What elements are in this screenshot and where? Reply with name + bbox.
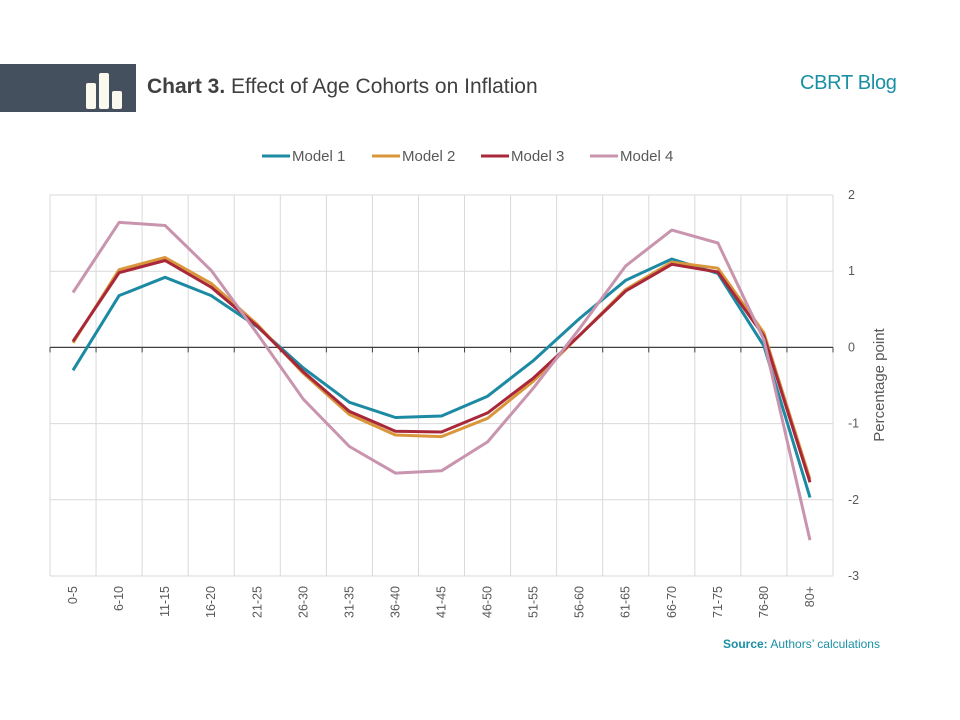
- legend-label-model-3: Model 3: [511, 148, 564, 165]
- x-tick-label: 16-20: [204, 586, 218, 618]
- x-tick-label: 26-30: [296, 586, 310, 618]
- legend: Model 1 Model 2 Model 3 Model 4: [262, 148, 673, 165]
- chart-title: Chart 3. Effect of Age Cohorts on Inflat…: [147, 75, 538, 99]
- legend-label-model-2: Model 2: [402, 148, 455, 165]
- x-tick-label: 31-35: [342, 586, 356, 618]
- legend-label-model-1: Model 1: [292, 148, 345, 165]
- source-label: Source:: [723, 637, 768, 651]
- y-tick-label: 1: [848, 264, 855, 278]
- bar-chart-icon: [84, 71, 126, 109]
- x-tick-label: 11-15: [158, 586, 172, 617]
- icon-bar: [112, 91, 122, 109]
- brand-label: CBRT Blog: [800, 72, 897, 94]
- series-line-model-1: [71, 257, 812, 498]
- legend-label-model-4: Model 4: [620, 148, 673, 165]
- x-tick-label: 21-25: [250, 586, 264, 618]
- x-tick-label: 76-80: [757, 586, 771, 618]
- x-tick-label: 0-5: [66, 586, 80, 604]
- x-tick-label: 46-50: [481, 586, 495, 618]
- chart-title-rest: Effect of Age Cohorts on Inflation: [225, 75, 538, 98]
- x-tick-label: 66-70: [665, 586, 679, 618]
- icon-bar: [99, 73, 109, 109]
- x-tick-labels: 0-5 6-10 11-15 16-20 21-25 26-30 31-35 36-40 41-…: [66, 586, 817, 618]
- y-tick-labels: 2 1 0 -1 -2 -3: [848, 188, 859, 583]
- y-tick-label: -2: [848, 493, 859, 507]
- x-tick-label: 61-65: [619, 586, 633, 618]
- x-tick-label: 6-10: [112, 586, 126, 611]
- source-note: Source: Authors’ calculations: [723, 637, 880, 651]
- grid: [49, 194, 834, 577]
- series-line-model-2: [71, 256, 812, 480]
- source-text: Authors’ calculations: [767, 637, 880, 651]
- y-tick-label: -1: [848, 417, 859, 431]
- x-tick-label: 51-55: [527, 586, 541, 618]
- icon-bar: [86, 83, 96, 109]
- series-group: [71, 220, 812, 541]
- y-tick-label: 2: [848, 188, 855, 202]
- chart-title-bold: Chart 3.: [147, 75, 226, 98]
- x-tick-label: 56-60: [573, 586, 587, 618]
- x-tick-label: 41-45: [435, 586, 449, 618]
- y-tick-label: -3: [848, 569, 859, 583]
- x-tick-label: 71-75: [711, 586, 725, 618]
- x-tick-label: 80+: [803, 586, 817, 607]
- x-tick-label: 36-40: [388, 586, 402, 618]
- y-axis-title: Percentage point: [871, 327, 888, 441]
- y-tick-label: 0: [848, 340, 855, 354]
- series-line-model-4: [71, 220, 812, 541]
- series-line-model-3: [71, 259, 812, 483]
